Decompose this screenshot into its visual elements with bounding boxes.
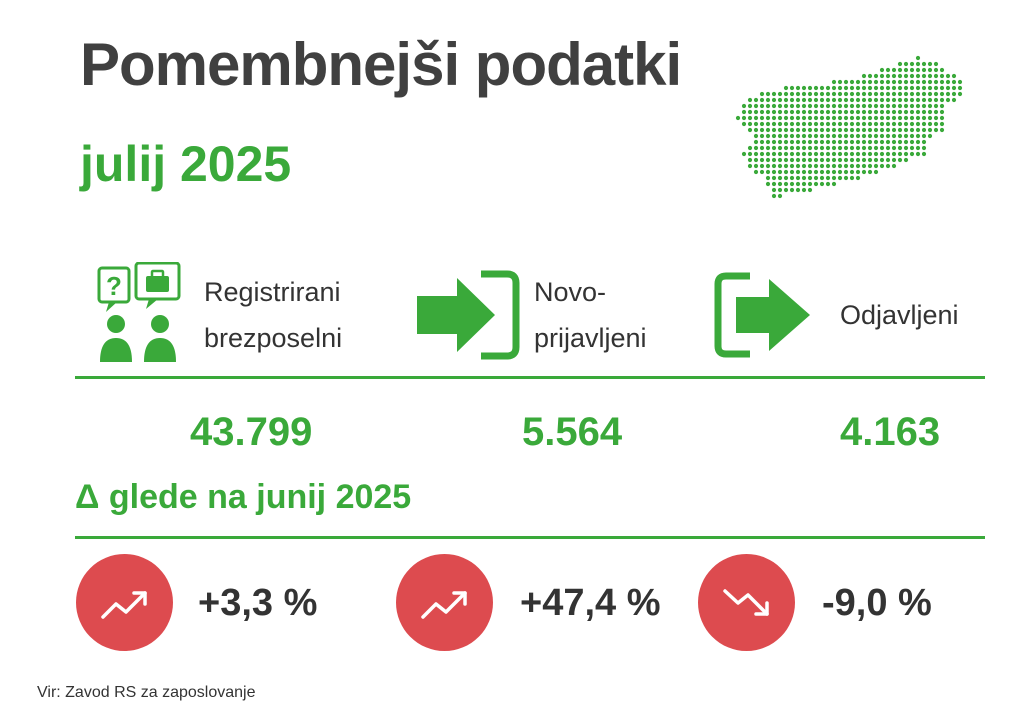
label-newly-registered-line1: Novo- [534, 277, 607, 307]
trend-up-indicator [396, 554, 493, 651]
source-note: Vir: Zavod RS za zaposlovanje [37, 684, 256, 701]
trend-up-icon [101, 591, 147, 619]
label-registered-unemployed-line1: Registrirani [204, 277, 341, 307]
slovenia-map-icon [735, 55, 963, 199]
sign-out-arrow-icon [714, 272, 810, 358]
page-title: Pomembnejši podatki [80, 31, 682, 98]
divider-top [75, 376, 985, 379]
trend-down-icon [723, 589, 769, 616]
label-registered-unemployed-line2: brezposelni [204, 323, 343, 353]
value-deregistered: 4.163 [840, 410, 941, 454]
value-registered-unemployed: 43.799 [190, 410, 313, 454]
svg-text:?: ? [106, 271, 122, 301]
change-newly-registered: +47,4 % [520, 582, 661, 624]
trend-up-icon [421, 591, 467, 619]
change-registered-unemployed: +3,3 % [198, 582, 318, 624]
value-newly-registered: 5.564 [522, 410, 623, 454]
label-deregistered: Odjavljeni [840, 300, 959, 330]
unemployed-people-icon: ? [97, 262, 181, 362]
trend-up-indicator [76, 554, 173, 651]
period-subtitle: julij 2025 [80, 136, 292, 192]
divider-bottom [75, 536, 985, 539]
trend-down-indicator [698, 554, 795, 651]
delta-heading: Δ glede na junij 2025 [75, 478, 412, 516]
change-deregistered: -9,0 % [822, 582, 932, 624]
sign-in-arrow-icon [417, 270, 520, 360]
label-newly-registered-line2: prijavljeni [534, 323, 647, 353]
